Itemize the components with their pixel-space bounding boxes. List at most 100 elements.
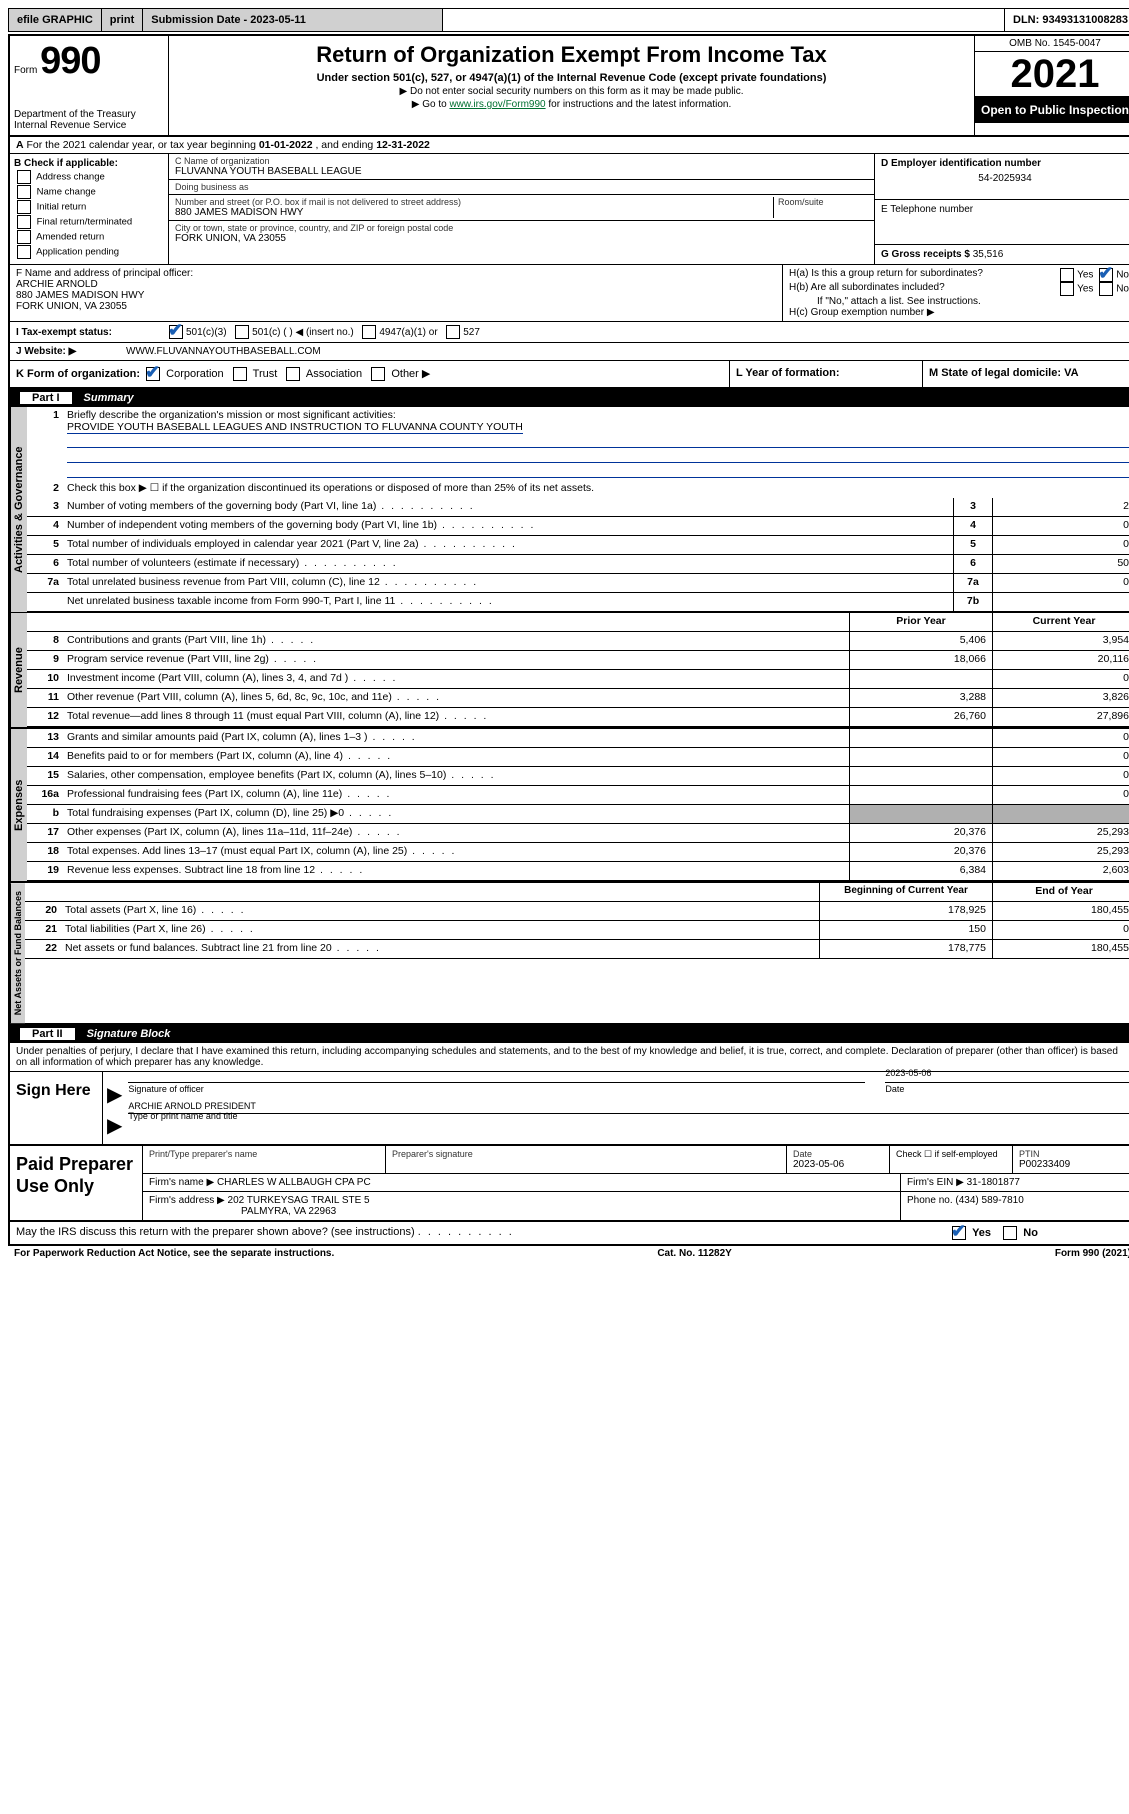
officer-name-title: ARCHIE ARNOLD PRESIDENT Type or print na… <box>128 1113 1129 1138</box>
summary-row: 19 Revenue less expenses. Subtract line … <box>27 862 1129 881</box>
cb-assoc[interactable] <box>286 367 300 381</box>
summary-row: 12 Total revenue—add lines 8 through 11 … <box>27 708 1129 727</box>
form-header: Form 990 Department of the Treasury Inte… <box>8 34 1129 137</box>
summary-row: Net unrelated business taxable income fr… <box>27 593 1129 612</box>
form-number: 990 <box>40 40 100 82</box>
cb-other[interactable] <box>371 367 385 381</box>
tab-net-assets: Net Assets or Fund Balances <box>10 883 25 1023</box>
form-word: Form <box>14 65 37 76</box>
summary-row: 7a Total unrelated business revenue from… <box>27 574 1129 593</box>
summary-row: 18 Total expenses. Add lines 13–17 (must… <box>27 843 1129 862</box>
summary-expenses: Expenses 13 Grants and similar amounts p… <box>8 727 1129 881</box>
sig-arrow-icon-2: ▶ <box>107 1113 122 1138</box>
line-j-website: J Website: ▶ WWW.FLUVANNAYOUTHBASEBALL.C… <box>8 343 1129 361</box>
summary-row: 13 Grants and similar amounts paid (Part… <box>27 729 1129 748</box>
discuss-no[interactable] <box>1003 1226 1017 1240</box>
print-button[interactable]: print <box>102 9 143 31</box>
header-left: Form 990 Department of the Treasury Inte… <box>10 36 169 135</box>
website-url: WWW.FLUVANNAYOUTHBASEBALL.COM <box>126 346 321 357</box>
cb-527[interactable] <box>446 325 460 339</box>
cb-501c3[interactable] <box>169 325 183 339</box>
dept-treasury: Department of the Treasury <box>14 109 164 120</box>
block-d-e-g: D Employer identification number 54-2025… <box>874 154 1129 264</box>
summary-row: 20 Total assets (Part X, line 16) 178,92… <box>25 902 1129 921</box>
summary-governance: Activities & Governance 1 Briefly descri… <box>8 407 1129 612</box>
org-info-block: B Check if applicable: Address change Na… <box>8 154 1129 265</box>
block-b-checkboxes: B Check if applicable: Address change Na… <box>10 154 169 264</box>
summary-row: 21 Total liabilities (Part X, line 26) 1… <box>25 921 1129 940</box>
tab-expenses: Expenses <box>10 729 27 881</box>
irs-link[interactable]: www.irs.gov/Form990 <box>449 99 545 110</box>
tab-governance: Activities & Governance <box>10 407 27 612</box>
cb-final-return[interactable]: Final return/terminated <box>14 215 164 229</box>
irs-discuss-row: May the IRS discuss this return with the… <box>8 1222 1129 1246</box>
state-domicile: M State of legal domicile: VA <box>929 367 1079 379</box>
cb-application-pending[interactable]: Application pending <box>14 245 164 259</box>
summary-row: 14 Benefits paid to or for members (Part… <box>27 748 1129 767</box>
summary-row: 17 Other expenses (Part IX, column (A), … <box>27 824 1129 843</box>
dln-label: DLN: 93493131008283 <box>1004 9 1129 31</box>
summary-row: 3 Number of voting members of the govern… <box>27 498 1129 517</box>
firm-name: CHARLES W ALLBAUGH CPA PC <box>217 1177 371 1188</box>
cb-corp[interactable] <box>146 367 160 381</box>
ein: 54-2025934 <box>881 173 1129 184</box>
hb-yes[interactable] <box>1060 282 1074 296</box>
summary-net-assets: Net Assets or Fund Balances Beginning of… <box>8 881 1129 1025</box>
org-name: FLUVANNA YOUTH BASEBALL LEAGUE <box>175 166 868 177</box>
form-note-1: ▶ Do not enter social security numbers o… <box>179 86 964 97</box>
line-i-tax-exempt: I Tax-exempt status: 501(c)(3) 501(c) ( … <box>8 322 1129 343</box>
efile-graphic-label: efile GRAPHIC <box>9 9 102 31</box>
cb-amended-return[interactable]: Amended return <box>14 230 164 244</box>
block-h: H(a) Is this a group return for subordin… <box>783 265 1129 321</box>
summary-row: 15 Salaries, other compensation, employe… <box>27 767 1129 786</box>
summary-row: 6 Total number of volunteers (estimate i… <box>27 555 1129 574</box>
paid-preparer-block: Paid Preparer Use Only Print/Type prepar… <box>8 1146 1129 1222</box>
form-note-2: ▶ Go to www.irs.gov/Form990 for instruct… <box>179 99 964 110</box>
block-f: F Name and address of principal officer:… <box>10 265 783 321</box>
summary-row: 8 Contributions and grants (Part VIII, l… <box>27 632 1129 651</box>
firm-ein: 31-1801877 <box>967 1177 1020 1188</box>
summary-row: 9 Program service revenue (Part VIII, li… <box>27 651 1129 670</box>
tab-revenue: Revenue <box>10 613 27 727</box>
line-a-tax-year: A For the 2021 calendar year, or tax yea… <box>8 137 1129 154</box>
f-h-row: F Name and address of principal officer:… <box>8 265 1129 322</box>
irs-label: Internal Revenue Service <box>14 120 164 131</box>
summary-row: 22 Net assets or fund balances. Subtract… <box>25 940 1129 959</box>
org-address: 880 JAMES MADISON HWY <box>175 207 773 218</box>
summary-row: 5 Total number of individuals employed i… <box>27 536 1129 555</box>
header-center: Return of Organization Exempt From Incom… <box>169 36 974 135</box>
submission-date: Submission Date - 2023-05-11 <box>143 9 443 31</box>
part-ii-header: Part II Signature Block <box>8 1025 1129 1043</box>
cb-4947[interactable] <box>362 325 376 339</box>
tax-year: 2021 <box>975 52 1129 97</box>
open-public-badge: Open to Public Inspection <box>975 97 1129 123</box>
cb-initial-return[interactable]: Initial return <box>14 200 164 214</box>
efile-top-bar: efile GRAPHIC print Submission Date - 20… <box>8 8 1129 32</box>
summary-row: 10 Investment income (Part VIII, column … <box>27 670 1129 689</box>
sign-here-block: Sign Here ▶ Signature of officer Date 20… <box>8 1071 1129 1146</box>
form-footer: For Paperwork Reduction Act Notice, see … <box>8 1246 1129 1261</box>
line-k-l-m: K Form of organization: Corporation Trus… <box>8 361 1129 389</box>
sig-arrow-icon: ▶ <box>107 1082 122 1107</box>
org-city: FORK UNION, VA 23055 <box>175 233 868 244</box>
header-right: OMB No. 1545-0047 2021 Open to Public In… <box>974 36 1129 135</box>
discuss-yes[interactable] <box>952 1226 966 1240</box>
cb-address-change[interactable]: Address change <box>14 170 164 184</box>
gross-receipts: 35,516 <box>973 249 1004 260</box>
ha-yes[interactable] <box>1060 268 1074 282</box>
summary-row: 11 Other revenue (Part VIII, column (A),… <box>27 689 1129 708</box>
cb-501c[interactable] <box>235 325 249 339</box>
hb-no[interactable] <box>1099 282 1113 296</box>
summary-row: 4 Number of independent voting members o… <box>27 517 1129 536</box>
cb-name-change[interactable]: Name change <box>14 185 164 199</box>
omb-number: OMB No. 1545-0047 <box>975 36 1129 52</box>
perjury-statement: Under penalties of perjury, I declare th… <box>8 1043 1129 1071</box>
ptin-value: P00233409 <box>1019 1159 1129 1170</box>
mission-text: PROVIDE YOUTH BASEBALL LEAGUES AND INSTR… <box>67 421 523 434</box>
firm-phone: (434) 589-7810 <box>955 1195 1023 1206</box>
summary-row: 16a Professional fundraising fees (Part … <box>27 786 1129 805</box>
cb-trust[interactable] <box>233 367 247 381</box>
summary-row: b Total fundraising expenses (Part IX, c… <box>27 805 1129 824</box>
ha-no[interactable] <box>1099 268 1113 282</box>
part-i-header: Part I Summary <box>8 389 1129 407</box>
